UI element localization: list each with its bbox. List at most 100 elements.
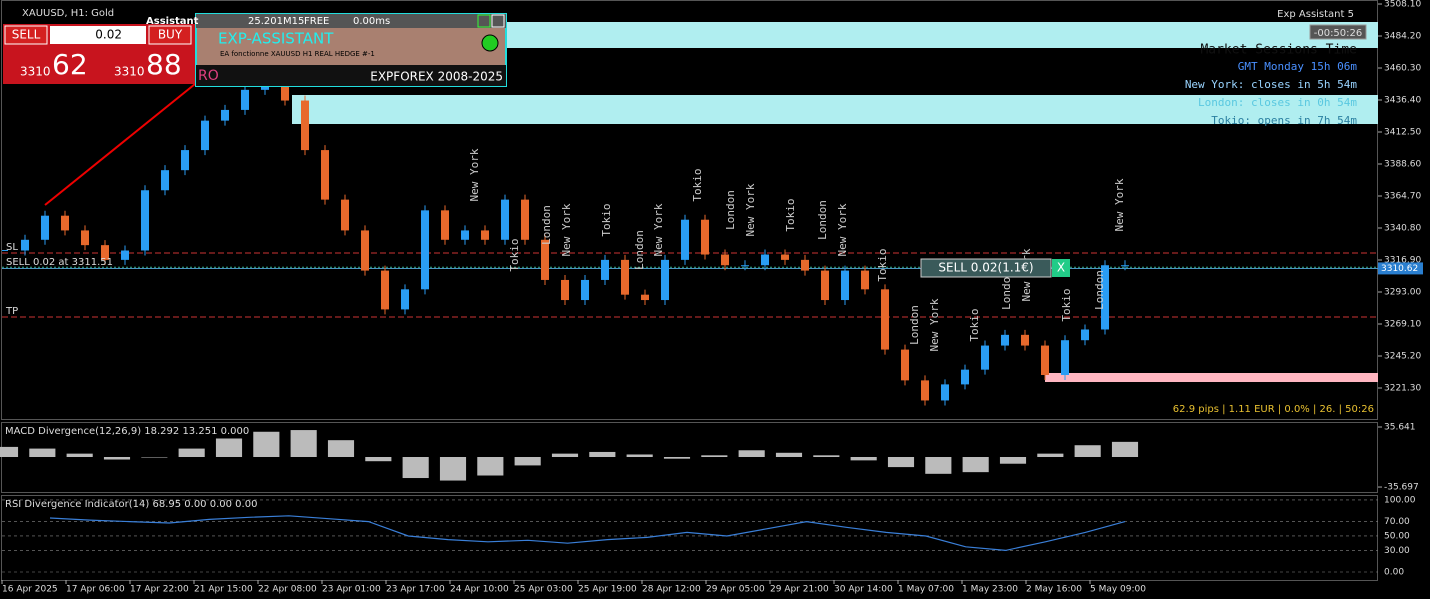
session-label: Tokio <box>968 308 981 341</box>
assistant-copyright: EXPFOREX 2008-2025 <box>370 70 503 84</box>
maximize-button[interactable] <box>477 14 491 28</box>
candle <box>501 199 509 240</box>
y-tick-label: 3245.20 <box>1384 352 1421 362</box>
x-tick-label: 25 Apr 19:00 <box>578 585 637 595</box>
status-icon <box>481 34 499 52</box>
candle <box>341 199 349 231</box>
candle <box>141 190 149 251</box>
rsi-frame <box>1 495 1378 581</box>
y-tick-label: 3460.30 <box>1384 64 1421 74</box>
y-tick-label: 3508.10 <box>1384 0 1421 10</box>
session-label: Tokio <box>600 203 613 236</box>
candle <box>821 270 829 301</box>
session-label: Tokio <box>691 168 704 201</box>
position-box[interactable] <box>920 258 1052 278</box>
x-tick-label: 1 May 07:00 <box>898 585 954 595</box>
macd-bar <box>66 453 93 457</box>
current-price-box <box>1378 262 1423 275</box>
candle <box>461 230 469 240</box>
y-tick-label: 35.641 <box>1384 423 1416 433</box>
macd-bar <box>514 457 541 466</box>
candle <box>661 259 669 301</box>
macd-bar <box>178 448 205 457</box>
position-label: SELL 0.02(1.1€) <box>938 261 1033 275</box>
candle <box>121 250 129 260</box>
macd-bar <box>0 446 19 457</box>
close-button[interactable] <box>491 14 505 28</box>
session-label: New York <box>928 298 941 351</box>
y-tick-label: 3293.00 <box>1384 288 1421 298</box>
candle <box>901 349 909 381</box>
assistant-status: FREE <box>304 16 329 27</box>
assistant-title: Assistant <box>146 16 199 27</box>
candle <box>481 230 489 240</box>
x-tick-label: 5 May 09:00 <box>1090 585 1146 595</box>
session-label: London <box>1000 270 1013 310</box>
macd-bar <box>477 457 504 476</box>
macd-bar <box>141 457 168 458</box>
macd-bar <box>1111 441 1139 457</box>
ask-small: 88 <box>146 48 182 81</box>
y-tick-label: 30.00 <box>1384 546 1410 556</box>
ask-big: 3310 <box>114 65 145 79</box>
timer-box <box>1309 24 1367 40</box>
session-label: New York <box>1113 178 1126 231</box>
candle <box>1021 334 1029 346</box>
candle <box>1121 265 1129 267</box>
y-tick-label: 3364.70 <box>1384 192 1421 202</box>
x-tick-label: 1 May 23:00 <box>962 585 1018 595</box>
candle <box>861 270 869 290</box>
y-tick-label: 3316.90 <box>1384 256 1421 266</box>
candle <box>741 265 749 267</box>
candle <box>961 369 969 385</box>
candle <box>441 210 449 240</box>
macd-bar <box>701 455 728 457</box>
lot-input[interactable] <box>50 26 146 44</box>
assistant-header <box>196 14 506 28</box>
candle <box>201 120 209 151</box>
x-tick-label: 16 Apr 2025 <box>2 585 58 595</box>
candle <box>161 170 169 191</box>
session-box <box>1045 373 1378 382</box>
session-box <box>292 95 1378 124</box>
candle <box>601 259 609 280</box>
candle <box>301 100 309 151</box>
session-label: Tokio <box>508 238 521 271</box>
macd-bar <box>626 454 653 457</box>
candle <box>381 270 389 310</box>
macd-bar <box>887 457 915 468</box>
y-tick-label: 100.00 <box>1384 495 1416 505</box>
assistant-mode: RO <box>198 68 219 84</box>
x-tick-label: 21 Apr 15:00 <box>194 585 253 595</box>
close-position-button[interactable] <box>1052 259 1070 277</box>
candle <box>361 230 369 271</box>
macd-bar <box>925 457 952 474</box>
candle <box>881 289 889 350</box>
candle <box>1001 334 1009 346</box>
session-label: New York <box>652 203 665 256</box>
candle <box>321 150 329 200</box>
macd-bar <box>1037 453 1064 457</box>
macd-bar <box>813 455 840 457</box>
candle <box>521 199 529 240</box>
macd-bar <box>589 451 616 457</box>
candle <box>801 259 809 271</box>
y-tick-label: -35.697 <box>1384 483 1419 493</box>
session-label: New York <box>744 183 757 236</box>
candle <box>721 254 729 266</box>
buy-button[interactable] <box>148 25 192 45</box>
candle <box>221 109 229 121</box>
x-tick-label: 29 Apr 05:00 <box>706 585 765 595</box>
stats: 62.9 pips | 1.11 EUR | 0.0% | 26. | 50:2… <box>1173 404 1374 415</box>
sell-button[interactable] <box>4 25 48 45</box>
macd-bar <box>999 457 1027 464</box>
candle <box>781 254 789 260</box>
x-tick-label: 17 Apr 22:00 <box>130 585 189 595</box>
candle <box>181 150 189 171</box>
macd-bar <box>551 453 579 457</box>
candle <box>401 289 409 310</box>
assistant-info: 25.201M15 <box>248 16 304 27</box>
y-tick-label: 3340.80 <box>1384 224 1421 234</box>
session-label: New York <box>560 203 573 256</box>
